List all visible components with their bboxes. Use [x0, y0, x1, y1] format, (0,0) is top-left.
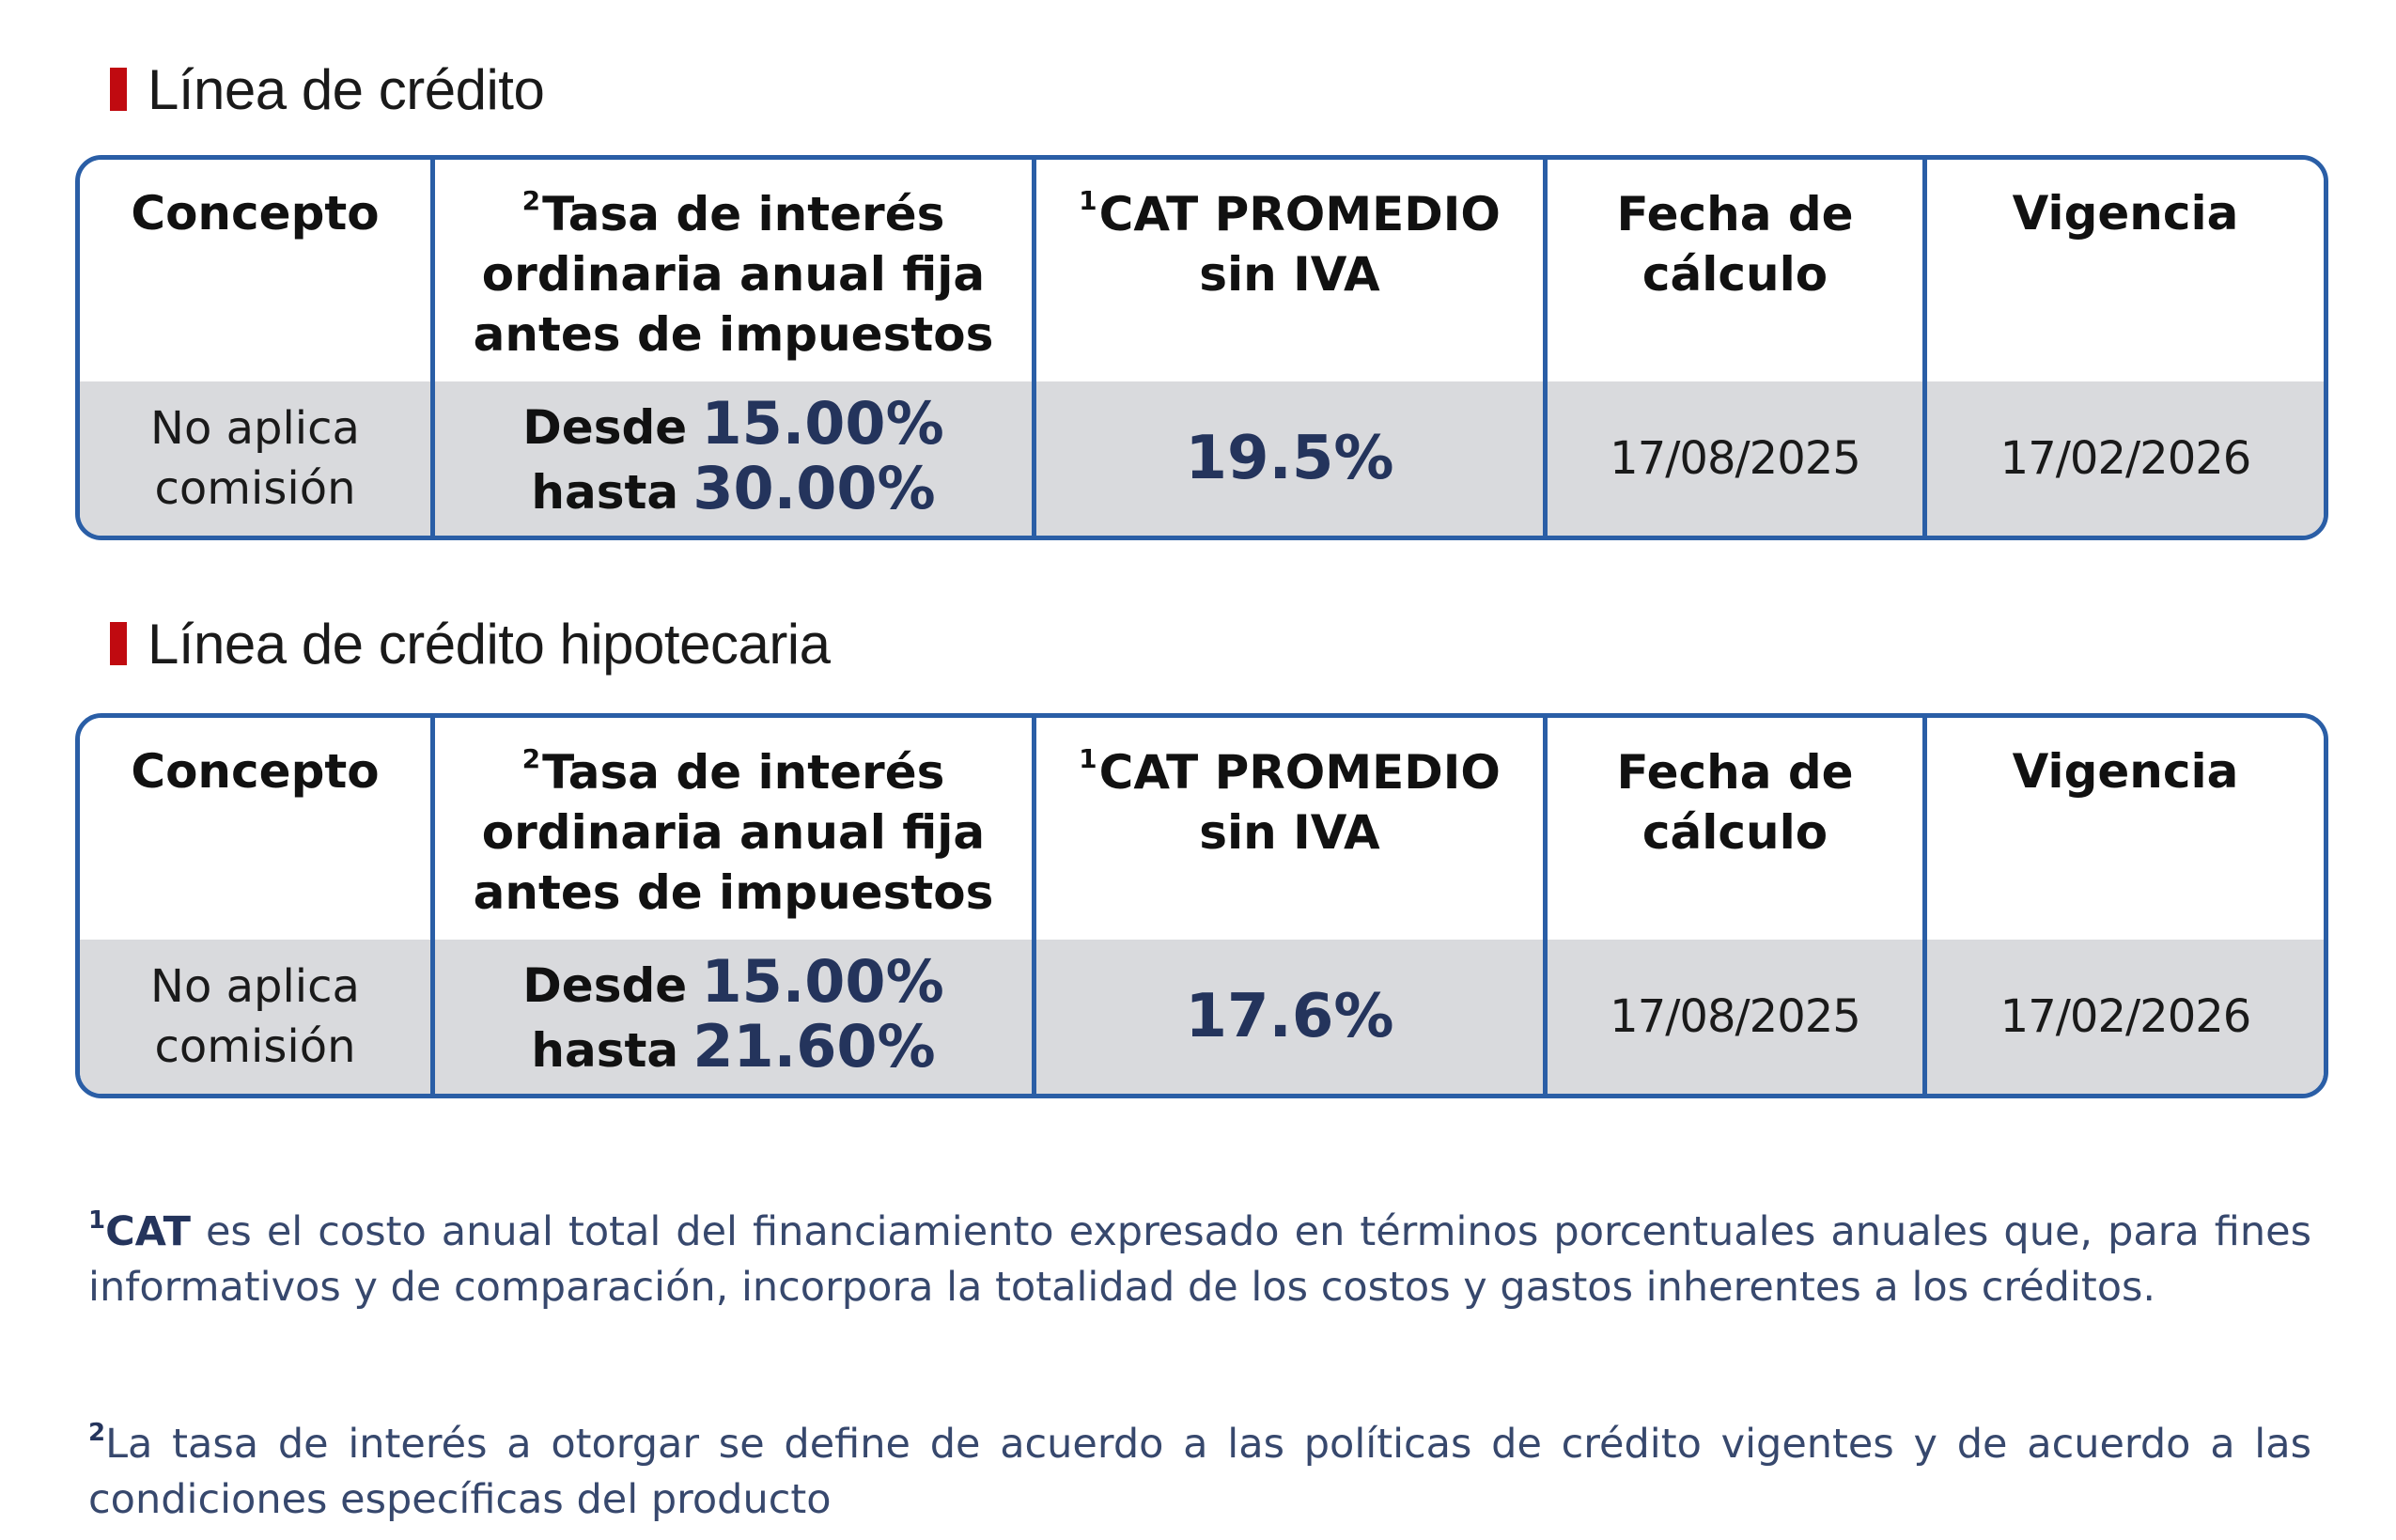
- section-heading-linea-credito-hipotecaria: Línea de crédito hipotecaria: [110, 606, 831, 681]
- cell-vigencia: 17/02/2026: [1927, 381, 2324, 536]
- header-fecha-calculo: Fecha de cálculo: [1548, 160, 1927, 381]
- cat-value: 19.5%: [1185, 424, 1394, 493]
- red-bar-marker: [110, 622, 127, 665]
- footnote-cat: 1CAT es el costo anual total del financi…: [88, 1205, 2311, 1315]
- hasta-value: 21.60%: [692, 1012, 936, 1081]
- section-heading-linea-credito: Línea de crédito: [110, 52, 545, 127]
- header-vigencia: Vigencia: [1927, 160, 2324, 381]
- header-concepto: Concepto: [80, 718, 435, 940]
- desde-label: Desde: [522, 958, 688, 1013]
- hasta-value: 30.00%: [692, 454, 936, 522]
- desde-value: 15.00%: [701, 389, 944, 458]
- desde-value: 15.00%: [701, 947, 944, 1016]
- cell-vigencia: 17/02/2026: [1927, 940, 2324, 1094]
- cell-fecha-calculo: 17/08/2025: [1548, 940, 1927, 1094]
- footnote-number: 2: [88, 1419, 106, 1447]
- desde-label: Desde: [522, 400, 688, 455]
- footnote-text: La tasa de interés a otorgar se define d…: [88, 1421, 2311, 1523]
- header-cat: 1CAT PROMEDIO sin IVA: [1036, 160, 1548, 381]
- section-title: Línea de crédito hipotecaria: [148, 612, 831, 676]
- footnote-ref-2: 2: [521, 185, 541, 216]
- footnote-tasa: 2La tasa de interés a otorgar se define …: [88, 1417, 2311, 1528]
- cell-cat: 19.5%: [1036, 381, 1548, 536]
- red-bar-marker: [110, 68, 127, 111]
- cat-value: 17.6%: [1185, 982, 1394, 1051]
- rate-table-linea-credito: Concepto 2Tasa de interés ordinaria anua…: [75, 155, 2328, 540]
- header-concepto: Concepto: [80, 160, 435, 381]
- header-vigencia: Vigencia: [1927, 718, 2324, 940]
- footnote-term: CAT: [105, 1208, 191, 1255]
- header-tasa: 2Tasa de interés ordinaria anual fija an…: [435, 160, 1036, 381]
- hasta-label: hasta: [531, 1023, 679, 1078]
- cell-tasa: Desde 15.00% hasta 30.00%: [435, 381, 1036, 536]
- header-cat: 1CAT PROMEDIO sin IVA: [1036, 718, 1548, 940]
- cell-concepto: No aplica comisión: [80, 381, 435, 536]
- footnote-ref-1: 1: [1079, 743, 1097, 774]
- rate-table-linea-credito-hipotecaria: Concepto 2Tasa de interés ordinaria anua…: [75, 713, 2328, 1098]
- cell-concepto: No aplica comisión: [80, 940, 435, 1094]
- section-title: Línea de crédito: [148, 57, 545, 121]
- header-tasa: 2Tasa de interés ordinaria anual fija an…: [435, 718, 1036, 940]
- cell-fecha-calculo: 17/08/2025: [1548, 381, 1927, 536]
- header-fecha-calculo: Fecha de cálculo: [1548, 718, 1927, 940]
- footnote-ref-2: 2: [521, 743, 541, 774]
- hasta-label: hasta: [531, 465, 679, 520]
- footnote-ref-1: 1: [1079, 185, 1097, 216]
- footnote-number: 1: [88, 1206, 106, 1235]
- cell-tasa: Desde 15.00% hasta 21.60%: [435, 940, 1036, 1094]
- cell-cat: 17.6%: [1036, 940, 1548, 1094]
- footnote-text: es el costo anual total del financiamien…: [88, 1208, 2311, 1311]
